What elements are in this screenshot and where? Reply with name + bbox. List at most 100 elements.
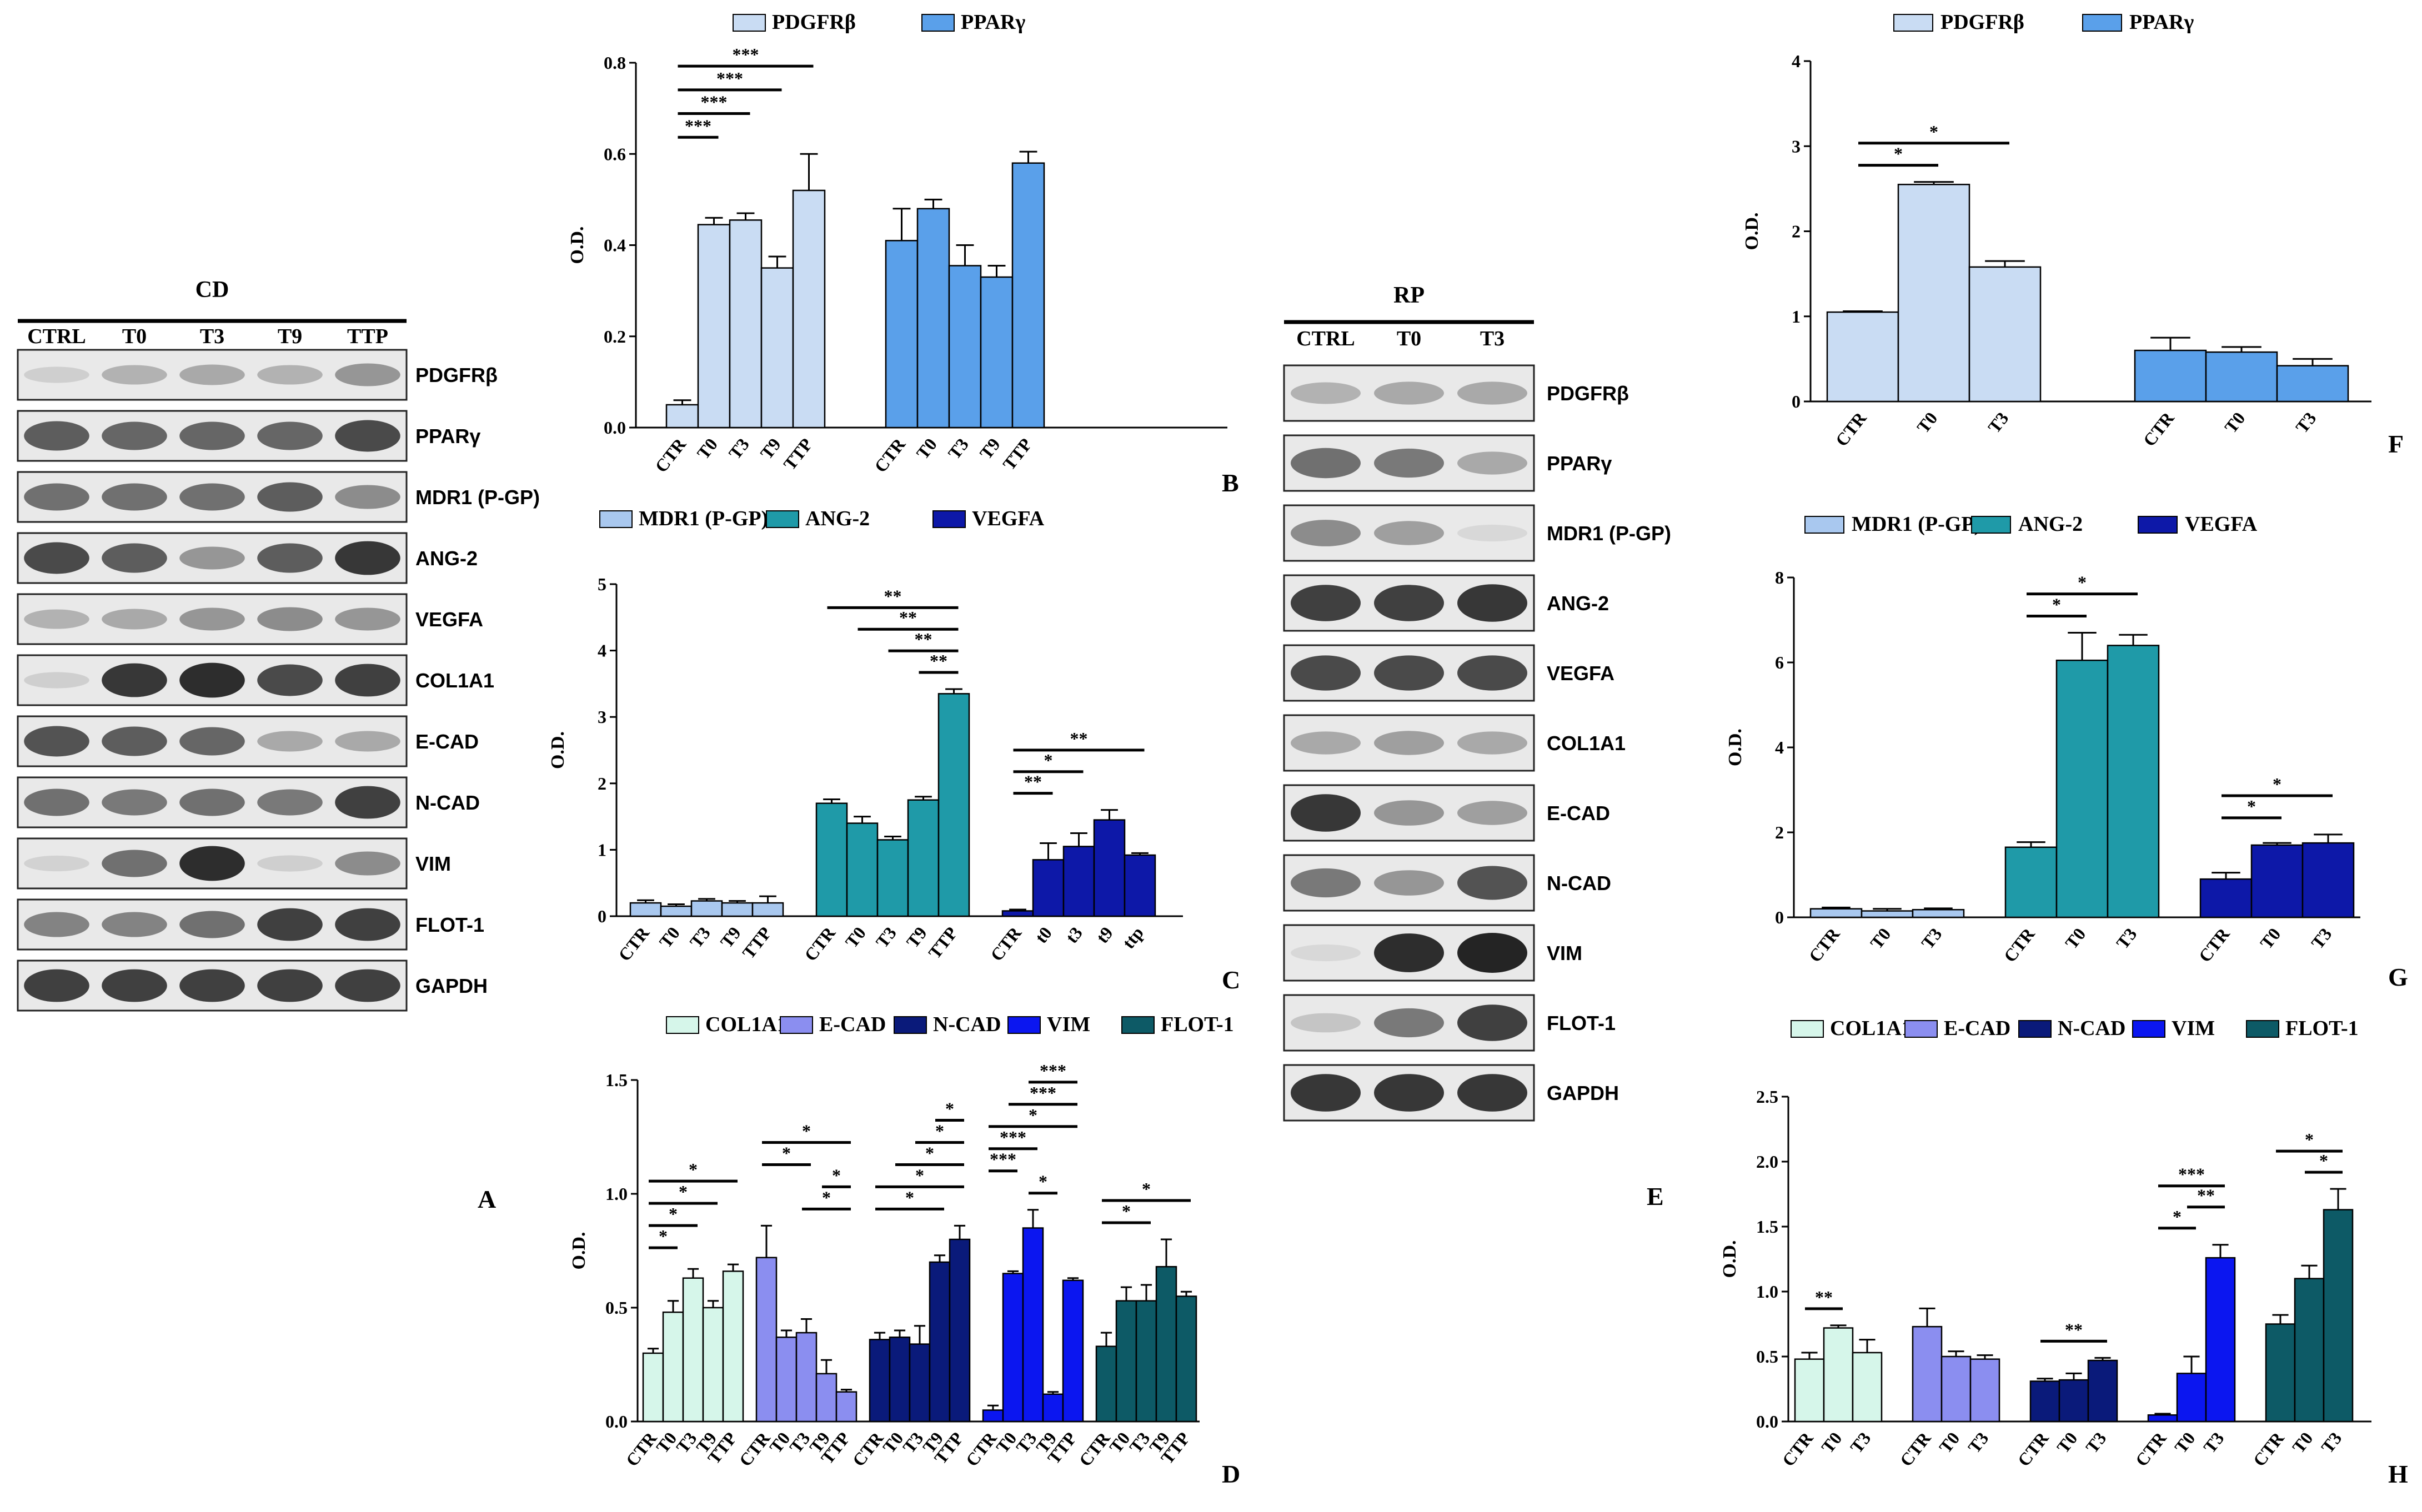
x-tick-label: T0 — [2256, 924, 2284, 953]
panel-label: A — [478, 1185, 496, 1213]
blot-band — [257, 365, 323, 385]
significance-label: ** — [1024, 772, 1042, 792]
bar — [1823, 1327, 1854, 1423]
bar — [2107, 645, 2160, 918]
significance-label: * — [1044, 750, 1053, 770]
blot-band — [1291, 382, 1361, 404]
x-tick-label: CTR — [651, 434, 690, 476]
bar — [929, 1261, 951, 1423]
bar — [1852, 1352, 1883, 1423]
blot-band — [1457, 1074, 1527, 1112]
bar — [2301, 842, 2355, 918]
significance-label: ** — [899, 607, 917, 627]
significance-label: ** — [930, 651, 947, 671]
x-tick-label: CTR — [1832, 408, 1871, 450]
bar — [2147, 1414, 2178, 1423]
panel-label: C — [1222, 966, 1240, 994]
legend-swatch — [666, 1016, 699, 1034]
bar — [2323, 1209, 2354, 1423]
x-tick-label: CTR — [2195, 923, 2234, 966]
bar — [2004, 846, 2058, 918]
bar — [1115, 1300, 1137, 1423]
lane-label: TTP — [347, 325, 388, 348]
bar — [2055, 659, 2109, 918]
y-tick-label: 4 — [1775, 737, 1784, 757]
x-tick-label: CTR — [1805, 923, 1844, 966]
bar — [2276, 365, 2349, 403]
bar — [642, 1352, 664, 1423]
protein-label: FLOT-1 — [415, 913, 484, 936]
x-tick-label: CTR — [2139, 408, 2179, 450]
blot-band — [1457, 451, 1527, 475]
bar — [792, 189, 826, 429]
blot-band — [1374, 448, 1444, 478]
y-axis-label: O.D. — [569, 1232, 589, 1270]
blot-band — [1374, 585, 1444, 621]
blot-band — [24, 855, 89, 872]
legend-label: PDGFRβ — [772, 11, 856, 34]
significance-label: * — [935, 1121, 944, 1141]
y-tick-label: 1.5 — [1756, 1217, 1778, 1237]
blot-band — [1374, 800, 1444, 826]
significance-label: ** — [1815, 1287, 1833, 1307]
blot-band — [257, 482, 323, 512]
x-tick-label: CTR — [1778, 1428, 1818, 1470]
bar — [1912, 1325, 1943, 1423]
bar — [1093, 819, 1126, 917]
bar — [1022, 1227, 1044, 1423]
bar — [1062, 846, 1095, 917]
blot-band — [335, 363, 400, 386]
blot-row: VEGFA — [1283, 644, 1614, 702]
y-tick-label: 0 — [1792, 391, 1801, 411]
bar — [2205, 1257, 2236, 1423]
bar — [1062, 1279, 1084, 1423]
significance-label: ** — [884, 586, 902, 606]
bar — [702, 1307, 724, 1423]
lane-label: CTRL — [27, 325, 86, 348]
blot-band — [1374, 933, 1444, 972]
x-tick-label: T0 — [1866, 924, 1894, 953]
significance-label: * — [1894, 144, 1903, 164]
blot-band — [179, 421, 245, 450]
significance-label: *** — [990, 1149, 1016, 1169]
protein-label: N-CAD — [415, 791, 480, 814]
blot-band — [102, 789, 167, 816]
protein-label: ANG-2 — [1547, 592, 1609, 615]
y-tick-label: 0.0 — [605, 1411, 628, 1431]
bar — [2199, 878, 2253, 918]
legend-label: ANG-2 — [805, 507, 870, 530]
blot-band — [1457, 933, 1527, 973]
blot-row: COL1A1 — [1283, 714, 1626, 772]
bar — [876, 839, 909, 917]
x-tick-label: T3 — [1846, 1428, 1874, 1457]
blot-band — [1291, 794, 1361, 832]
legend-swatch — [599, 510, 633, 528]
significance-label: * — [832, 1165, 841, 1185]
y-tick-label: 4 — [598, 641, 606, 661]
bar — [1861, 910, 1914, 918]
bar — [1002, 1273, 1024, 1423]
blot-band — [102, 726, 167, 756]
legend-swatch — [1904, 1020, 1938, 1038]
protein-label: VEGFA — [415, 608, 483, 631]
significance-label: * — [2319, 1151, 2328, 1171]
significance-label: * — [1142, 1179, 1151, 1199]
blot-row: MDR1 (P-GP) — [17, 471, 540, 523]
y-tick-label: 0.2 — [604, 326, 626, 346]
blot-band — [179, 788, 245, 816]
blot-band — [24, 483, 89, 511]
legend-label: VIM — [2172, 1017, 2215, 1040]
bar — [1940, 1355, 1972, 1423]
bar — [1135, 1300, 1157, 1423]
protein-label: PPARγ — [415, 425, 480, 448]
blot-band — [24, 609, 89, 629]
lane-label: T3 — [200, 325, 224, 348]
y-axis-label: O.D. — [1742, 213, 1762, 250]
y-tick-label: 0 — [1775, 907, 1784, 927]
bar — [982, 1409, 1004, 1423]
blot-row: GAPDH — [17, 960, 488, 1012]
bar — [869, 1339, 891, 1423]
significance-label: * — [2052, 594, 2061, 614]
